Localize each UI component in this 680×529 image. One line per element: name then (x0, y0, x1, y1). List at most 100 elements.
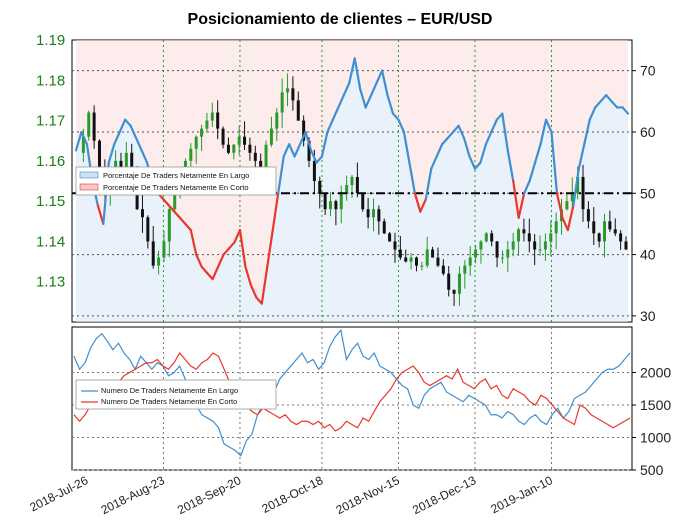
candle-body (286, 88, 290, 93)
long-pct-segment (457, 124, 466, 140)
candle-body (296, 100, 300, 121)
long-pct-segment (320, 130, 329, 158)
left-tick-label: 1.15 (36, 193, 65, 210)
candle-body (216, 112, 220, 129)
candle-body (280, 92, 284, 113)
traders-tick-label: 2000 (640, 365, 671, 381)
left-tick-label: 1.17 (36, 113, 65, 130)
candle-body (97, 140, 101, 169)
long-pct-segment (473, 161, 482, 170)
long-pct-segment (370, 81, 378, 97)
long-pct-segment (129, 124, 138, 140)
long-pct-segment (167, 204, 176, 213)
chart-title: Posicionamiento de clientes – EUR/USD (188, 11, 493, 28)
long-pct-segment (140, 149, 149, 164)
long-pct-segment (380, 69, 389, 97)
candle-body (570, 193, 574, 202)
candle-body (517, 229, 521, 242)
long-pct-segment (271, 192, 280, 232)
candle-body (500, 257, 504, 259)
long-pct-segment (468, 155, 477, 170)
candle-body (248, 144, 252, 153)
candle-body (549, 233, 553, 242)
long-pct-segment (364, 94, 373, 109)
candle-body (522, 229, 526, 234)
candle-body (452, 289, 456, 294)
long-pct-segment (348, 57, 356, 85)
long-pct-segment (490, 118, 498, 134)
candle-body (393, 241, 397, 250)
candle-body (484, 233, 488, 242)
long-pct-segment (501, 112, 509, 152)
long-pct-segment (397, 118, 406, 134)
long-pct-segment (402, 130, 411, 164)
candle-body (81, 136, 85, 153)
long-pct-segment (80, 130, 89, 146)
long-pct-segment (178, 216, 187, 226)
traders-tick-label: 500 (640, 462, 664, 478)
long-pct-segment (342, 81, 351, 97)
candle-body (269, 128, 273, 145)
x-tick-label: 2018-Jul-26 (27, 473, 90, 514)
candle-body (323, 193, 327, 210)
x-tick-label: 2018-Aug-23 (99, 473, 167, 517)
candle-body (474, 249, 478, 258)
long-pct-segment (419, 198, 427, 213)
long-pct-segment (359, 87, 367, 109)
long-pct-segment (430, 155, 438, 170)
long-pct-segment (293, 143, 302, 158)
candle-body (232, 144, 236, 153)
x-tick-label: 2018-Nov-15 (334, 473, 402, 517)
legend-long-label: Porcentaje De Traders Netamente En Largo (103, 171, 249, 180)
candle-body (339, 193, 343, 210)
long-pct-segment (216, 253, 225, 268)
legend-short-swatch (79, 183, 99, 191)
long-pct-segment (113, 130, 121, 146)
candle-body (302, 120, 306, 141)
candle-body (291, 88, 295, 101)
long-traders-line (73, 328, 631, 457)
long-pct-segment (282, 143, 291, 158)
candle-body (307, 140, 311, 161)
long-pct-segment (479, 143, 488, 164)
long-pct-segment (413, 192, 422, 213)
candle-body (597, 233, 601, 242)
right-tick-label: 60 (640, 124, 656, 140)
long-pct-segment (462, 136, 471, 158)
candle-body (119, 160, 123, 169)
candle-body (608, 221, 612, 230)
long-pct-segment (550, 130, 559, 195)
candle-body (371, 209, 375, 218)
short-traders-line (73, 351, 631, 432)
long-pct-segment (452, 124, 460, 134)
legend-short-traders-label: Numero De Traders Netamente En Corto (101, 397, 237, 406)
candle-body (200, 128, 204, 137)
long-pct-segment (184, 222, 192, 232)
x-tick-label: 2018-Dec-13 (410, 473, 478, 517)
x-tick-label: 2019-Jan-10 (488, 473, 555, 516)
candle-body (538, 249, 542, 251)
candle-body (414, 257, 418, 266)
candle-body (226, 144, 230, 153)
candle-body (173, 193, 177, 210)
long-pct-segment (288, 143, 296, 158)
traders-tick-label: 1000 (640, 430, 671, 446)
long-pct-segment (135, 136, 143, 152)
candle-body (543, 241, 547, 250)
candle-body (329, 201, 333, 210)
long-pct-segment (561, 216, 569, 232)
left-tick-label: 1.16 (36, 153, 65, 170)
candle-body (436, 257, 440, 266)
candle-body (425, 249, 429, 266)
long-pct-segment (523, 179, 531, 195)
legend-long-traders-label: Numero De Traders Netamente En Largo (101, 386, 238, 395)
long-pct-segment (238, 228, 247, 268)
right-tick-label: 70 (640, 63, 656, 79)
long-pct-segment (555, 192, 564, 219)
right-tick-label: 30 (640, 308, 656, 324)
long-pct-segment (173, 210, 181, 219)
long-pct-segment (309, 149, 318, 164)
long-pct-segment (391, 112, 400, 121)
candle-body (130, 152, 134, 169)
candle-body (157, 257, 161, 266)
